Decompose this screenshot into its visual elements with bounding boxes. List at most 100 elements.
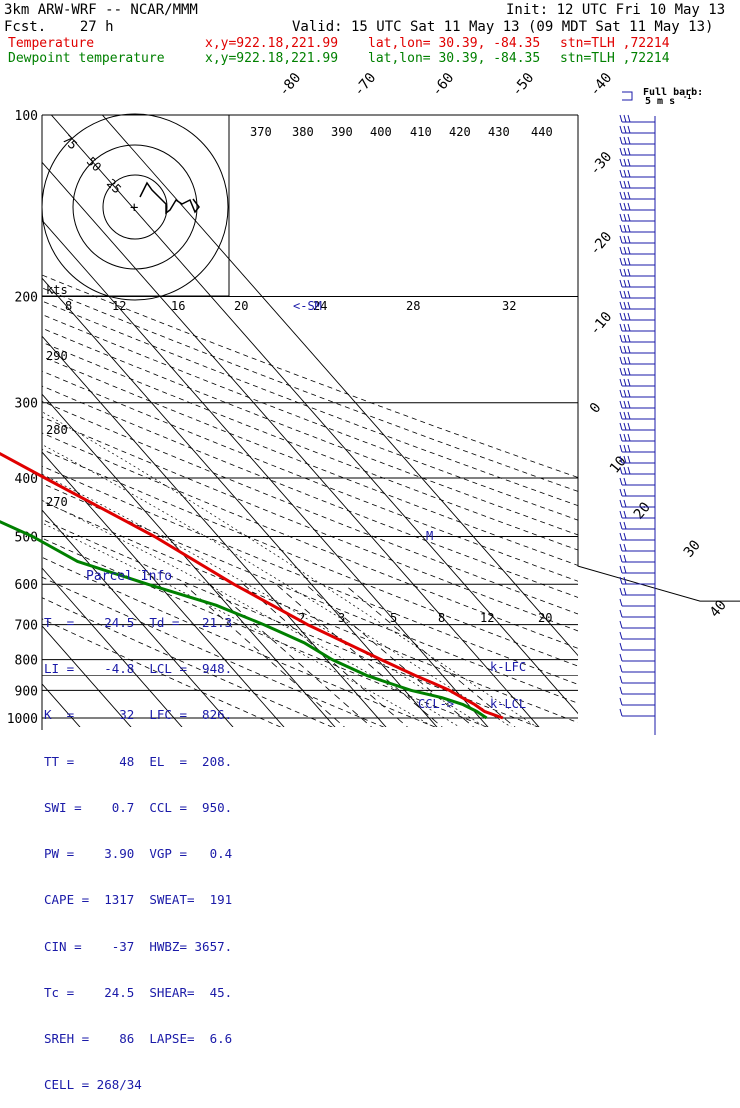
parcel-row: CAPE = 1317 SWEAT= 191 (44, 892, 233, 908)
wind-barb-flag (623, 169, 627, 178)
wind-barb-flag (627, 455, 631, 464)
hodograph-axis-label: 32 (502, 299, 516, 313)
theta-label: 280 (46, 423, 68, 437)
mixing-ratio-label: 2 (298, 611, 305, 625)
mixing-ratio-line (305, 583, 475, 727)
parcel-row: T = 24.5 Td = 21.3 (44, 615, 233, 631)
wind-barb-flag (623, 543, 627, 552)
hodograph-axis-label: 28 (406, 299, 420, 313)
legend-dewpoint: Dewpoint temperature (8, 51, 165, 66)
parcel-row: Tc = 24.5 SHEAR= 45. (44, 984, 233, 1000)
wind-barb-flag (619, 554, 623, 563)
wind-barb-flag (619, 433, 623, 442)
wind-barb-flag (627, 224, 631, 233)
dewpoint-trace (0, 520, 488, 720)
dry-adiabat-line (42, 448, 578, 667)
valid-time: Valid: 15 UTC Sat 11 May 13 (09 MDT Sat … (292, 19, 714, 35)
wind-barb-flag (623, 356, 627, 365)
mixing-ratio-label: 8 (438, 611, 445, 625)
wind-barb-flag (627, 114, 631, 123)
wind-barb-flag (619, 378, 623, 387)
hodograph-origin-icon: + (130, 200, 138, 216)
wind-barb-flag (623, 202, 627, 211)
moist-adiabat-line (42, 473, 486, 727)
storm-motion-label: <-SM (293, 299, 322, 313)
pressure-label: 800 (15, 654, 38, 669)
wind-barb-flag (619, 653, 623, 662)
wind-barb-flag (627, 202, 631, 211)
wind-barb-legend-icon (622, 91, 633, 101)
wind-barb-flag (627, 389, 631, 398)
wind-barb-flag (619, 191, 623, 200)
wind-barb-flag (619, 565, 623, 574)
mixing-ratio-line (209, 583, 373, 727)
wind-barb-flag (623, 400, 627, 409)
wind-barb-flag (619, 136, 623, 145)
parcel-row: CELL = 268/34 (44, 1077, 142, 1093)
temp-latlon: lat,lon= 30.39, -84.35 (368, 36, 541, 51)
temp-xy: x,y=922.18,221.99 (205, 36, 339, 51)
wind-barb-flag (623, 235, 627, 244)
ccl-annotation: CCL-> (418, 697, 454, 711)
wind-barb-flag (627, 466, 631, 475)
wind-barb-flag (627, 367, 631, 376)
wind-barb-flag (623, 180, 627, 189)
wind-barb-flag (619, 598, 623, 607)
wind-barb-flag (619, 455, 623, 464)
wind-barb-flag (619, 411, 623, 420)
wind-barb-flag (623, 147, 627, 156)
pressure-label: 100 (15, 109, 38, 124)
wind-barb-flag (619, 521, 623, 530)
theta-label: 380 (292, 125, 314, 139)
wind-barb-flag (627, 235, 631, 244)
parcel-row: SWI = 0.7 CCL = 950. (44, 799, 233, 815)
pressure-label: 900 (15, 684, 38, 699)
isotherm-line (42, 393, 336, 727)
wind-barb-flag (623, 312, 627, 321)
wind-barb-flag (619, 301, 623, 310)
hodograph-axis-label: 12 (112, 299, 126, 313)
wind-barb-flag (623, 444, 627, 453)
theta-label: 430 (488, 125, 510, 139)
isotherm-line (42, 219, 489, 727)
wind-barb-flag (627, 356, 631, 365)
parcel-row: LI = -4.8 LCL = 948. (44, 661, 233, 677)
parcel-info-box: Parcel Info T = 24.5 Td = 21.3 LI = -4.8… (44, 538, 234, 1108)
wind-barb-flag (627, 334, 631, 343)
pressure-label: 500 (15, 530, 38, 545)
hodograph-ring (72, 144, 198, 270)
wind-barb-flag (623, 345, 627, 354)
wind-barb-flag (619, 213, 623, 222)
wind-barb-flag (623, 466, 627, 475)
wind-barb-flag (619, 224, 623, 233)
hodograph-ring-label: 75 (60, 132, 80, 152)
wind-barb-flag (619, 268, 623, 277)
theta-label: 270 (46, 495, 68, 509)
wind-barb-flag (623, 301, 627, 310)
dry-adiabat-line (42, 432, 578, 649)
init-time: Init: 12 UTC Fri 10 May 13 (506, 2, 726, 18)
skew-t-diagram: +25 5 0 75 kts 100 200 300 400 500 600 700 800 900 10… (0, 70, 740, 735)
wind-barb-flag (627, 400, 631, 409)
wind-barb-flag (627, 301, 631, 310)
wind-barb-flag (623, 389, 627, 398)
wind-barb-flag (619, 114, 623, 123)
wind-barb-flag (623, 378, 627, 387)
isotherm-line (42, 161, 540, 727)
mixing-ratio-label: 20 (538, 611, 552, 625)
dry-adiabat-line (42, 482, 578, 704)
parcel-info-title: Parcel Info (86, 568, 173, 584)
wind-barb-flag (619, 477, 623, 486)
pressure-label: 300 (15, 397, 38, 412)
dew-latlon: lat,lon= 30.39, -84.35 (368, 51, 541, 66)
wind-barb-flag (627, 422, 631, 431)
wind-barb-flag (619, 587, 623, 596)
isotherm-label: -20 (587, 229, 616, 259)
wind-barb-flag (623, 191, 627, 200)
wind-barb-flag (619, 345, 623, 354)
wind-barb-flag (623, 125, 627, 134)
wind-barb-flag (623, 246, 627, 255)
dry-adiabat-line (42, 518, 540, 727)
isotherm-label: 10 (607, 453, 630, 476)
isotherm-line (42, 277, 438, 727)
